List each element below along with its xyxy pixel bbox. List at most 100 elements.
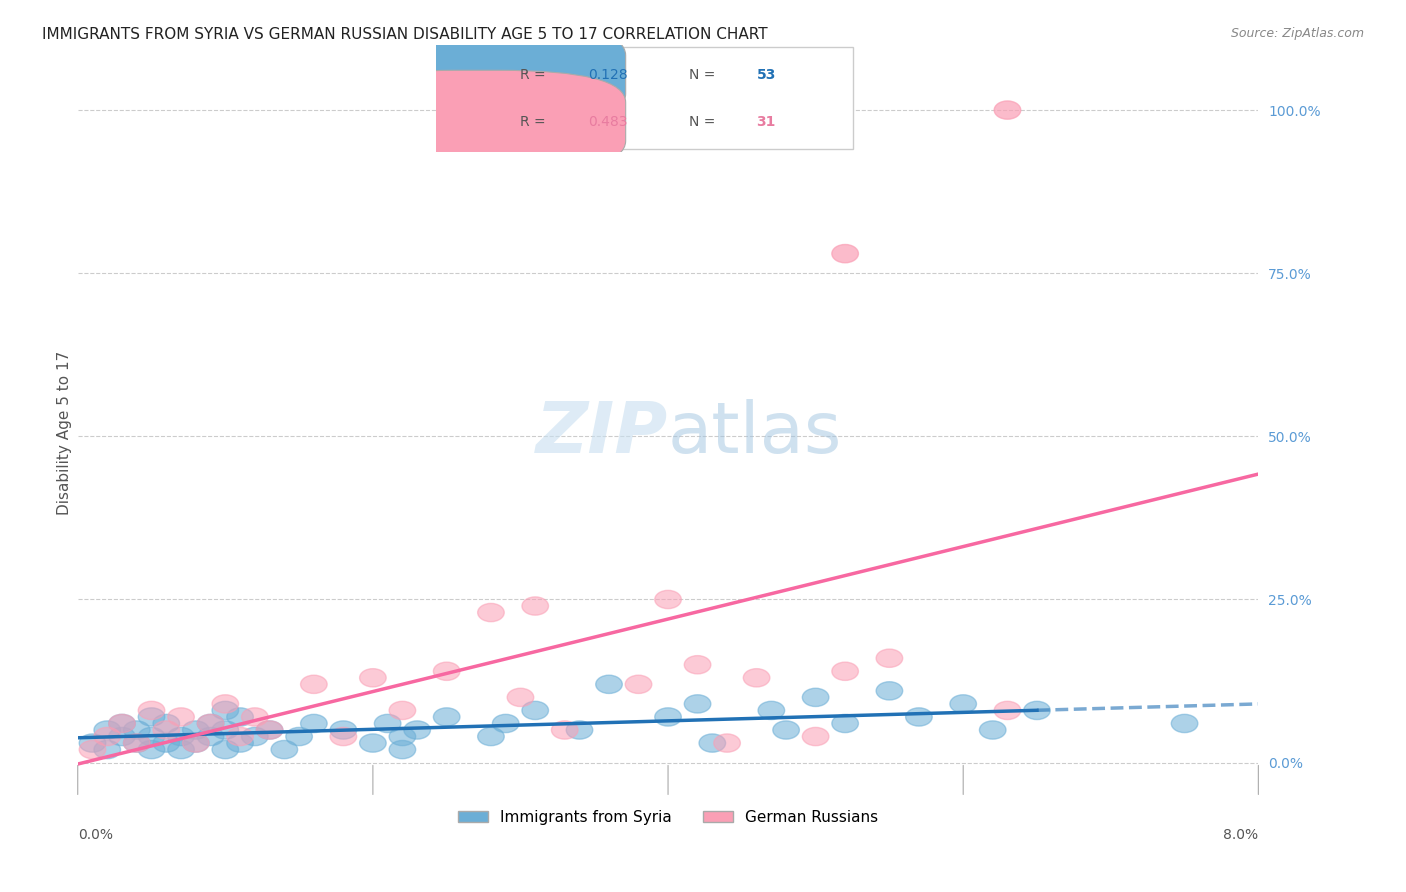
Legend: Immigrants from Syria, German Russians: Immigrants from Syria, German Russians	[451, 804, 884, 830]
Ellipse shape	[596, 675, 623, 693]
Ellipse shape	[226, 727, 253, 746]
Text: N =: N =	[689, 68, 720, 81]
Ellipse shape	[197, 714, 224, 732]
Text: 0.0%: 0.0%	[77, 829, 112, 842]
Ellipse shape	[404, 721, 430, 739]
Ellipse shape	[94, 727, 121, 746]
Ellipse shape	[79, 734, 105, 752]
Text: IMMIGRANTS FROM SYRIA VS GERMAN RUSSIAN DISABILITY AGE 5 TO 17 CORRELATION CHART: IMMIGRANTS FROM SYRIA VS GERMAN RUSSIAN …	[42, 27, 768, 42]
Ellipse shape	[124, 721, 150, 739]
Ellipse shape	[108, 714, 135, 732]
Ellipse shape	[226, 734, 253, 752]
Ellipse shape	[197, 727, 224, 746]
Ellipse shape	[832, 714, 859, 732]
Ellipse shape	[478, 603, 505, 622]
Text: R =: R =	[520, 115, 550, 128]
Ellipse shape	[124, 734, 150, 752]
Ellipse shape	[167, 740, 194, 759]
Ellipse shape	[212, 740, 239, 759]
Text: atlas: atlas	[668, 399, 842, 467]
Ellipse shape	[714, 734, 741, 752]
Ellipse shape	[197, 714, 224, 732]
Ellipse shape	[153, 734, 180, 752]
Ellipse shape	[183, 734, 209, 752]
Ellipse shape	[773, 721, 800, 739]
Ellipse shape	[832, 662, 859, 681]
Ellipse shape	[226, 708, 253, 726]
Ellipse shape	[138, 708, 165, 726]
Ellipse shape	[567, 721, 593, 739]
Ellipse shape	[1171, 714, 1198, 732]
Ellipse shape	[360, 669, 387, 687]
Ellipse shape	[758, 701, 785, 720]
Ellipse shape	[876, 681, 903, 700]
Ellipse shape	[685, 695, 711, 713]
Ellipse shape	[478, 727, 505, 746]
Ellipse shape	[301, 675, 328, 693]
Ellipse shape	[285, 727, 312, 746]
Ellipse shape	[994, 701, 1021, 720]
Ellipse shape	[330, 721, 357, 739]
Ellipse shape	[685, 656, 711, 673]
Ellipse shape	[994, 101, 1021, 120]
Ellipse shape	[699, 734, 725, 752]
Y-axis label: Disability Age 5 to 17: Disability Age 5 to 17	[58, 351, 72, 516]
Ellipse shape	[138, 701, 165, 720]
Ellipse shape	[183, 734, 209, 752]
Ellipse shape	[124, 734, 150, 752]
Ellipse shape	[832, 244, 859, 263]
Ellipse shape	[212, 695, 239, 713]
Ellipse shape	[153, 721, 180, 739]
Ellipse shape	[492, 714, 519, 732]
Ellipse shape	[301, 714, 328, 732]
Ellipse shape	[433, 708, 460, 726]
Text: 0.128: 0.128	[588, 68, 627, 81]
Ellipse shape	[433, 662, 460, 681]
Ellipse shape	[655, 591, 682, 608]
Text: R =: R =	[520, 68, 550, 81]
Ellipse shape	[242, 708, 269, 726]
Ellipse shape	[389, 701, 416, 720]
Ellipse shape	[330, 727, 357, 746]
Ellipse shape	[905, 708, 932, 726]
Ellipse shape	[79, 740, 105, 759]
Ellipse shape	[138, 727, 165, 746]
Ellipse shape	[803, 689, 830, 706]
Ellipse shape	[108, 727, 135, 746]
Ellipse shape	[374, 714, 401, 732]
Ellipse shape	[256, 721, 283, 739]
Ellipse shape	[153, 714, 180, 732]
Text: 31: 31	[756, 115, 776, 128]
Text: 8.0%: 8.0%	[1223, 829, 1258, 842]
Text: 0.483: 0.483	[588, 115, 627, 128]
Ellipse shape	[256, 721, 283, 739]
Ellipse shape	[94, 740, 121, 759]
Ellipse shape	[508, 689, 534, 706]
Ellipse shape	[1024, 701, 1050, 720]
Ellipse shape	[744, 669, 770, 687]
Text: ZIP: ZIP	[536, 399, 668, 467]
Ellipse shape	[138, 740, 165, 759]
Ellipse shape	[167, 727, 194, 746]
Ellipse shape	[212, 721, 239, 739]
FancyBboxPatch shape	[440, 46, 853, 150]
Ellipse shape	[242, 727, 269, 746]
Text: Source: ZipAtlas.com: Source: ZipAtlas.com	[1230, 27, 1364, 40]
Ellipse shape	[626, 675, 652, 693]
Text: 53: 53	[756, 68, 776, 81]
Ellipse shape	[167, 708, 194, 726]
FancyBboxPatch shape	[330, 23, 626, 126]
Ellipse shape	[876, 649, 903, 667]
Ellipse shape	[522, 597, 548, 615]
Ellipse shape	[94, 721, 121, 739]
Ellipse shape	[360, 734, 387, 752]
Ellipse shape	[655, 708, 682, 726]
Ellipse shape	[389, 740, 416, 759]
Ellipse shape	[522, 701, 548, 720]
Text: N =: N =	[689, 115, 720, 128]
Ellipse shape	[980, 721, 1007, 739]
FancyBboxPatch shape	[330, 70, 626, 173]
Ellipse shape	[389, 727, 416, 746]
Ellipse shape	[212, 701, 239, 720]
Ellipse shape	[950, 695, 977, 713]
